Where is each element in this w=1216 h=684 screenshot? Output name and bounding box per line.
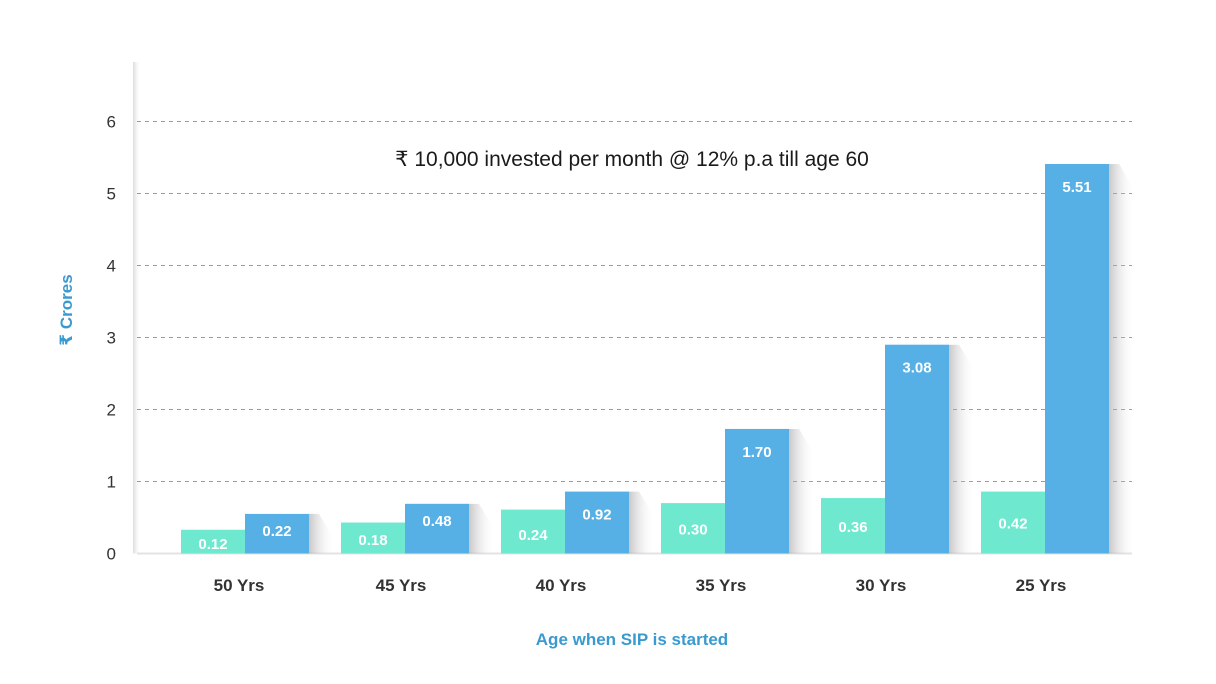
data-label: 0.92: [582, 507, 611, 524]
x-axis-ticks: 50 Yrs 45 Yrs 40 Yrs 35 Yrs 30 Yrs 25 Yrs: [214, 576, 1067, 595]
y-axis-line: [133, 62, 141, 554]
data-label: 0.22: [262, 523, 291, 540]
bar-shadow: [309, 513, 335, 554]
chart-title: ₹ 10,000 invested per month @ 12% p.a ti…: [395, 148, 869, 171]
data-label: 0.30: [678, 521, 707, 538]
bar-shadow: [789, 428, 815, 554]
bar-amount-invested: [981, 491, 1045, 554]
data-label: 5.51: [1062, 179, 1091, 196]
data-label: 0.36: [838, 519, 867, 536]
bar-shadow: [949, 344, 975, 554]
bar-shadow: [1109, 163, 1135, 554]
grid-lines: [133, 62, 1132, 555]
y-tick-label: 3: [107, 329, 116, 348]
bar-shadow: [629, 491, 655, 554]
x-tick-label: 40 Yrs: [536, 576, 587, 595]
y-tick-label: 5: [107, 185, 116, 204]
y-axis-ticks: 0 1 2 3 4 5 6: [107, 113, 116, 564]
x-tick-label: 50 Yrs: [214, 576, 265, 595]
bar-amount-invested: [821, 498, 885, 554]
data-label: 0.12: [198, 536, 227, 553]
data-labels: 0.12 0.22 0.18 0.48 0.24 0.92 0.30 1.70 0.36 3.08…: [198, 179, 1091, 553]
data-label: 1.70: [742, 444, 771, 461]
bar-amount-invested: [341, 522, 405, 554]
y-axis-label: ₹ Crores: [57, 274, 76, 345]
bar-corpus: [885, 344, 949, 554]
bar-corpus: [1045, 163, 1109, 554]
x-tick-label: 30 Yrs: [856, 576, 907, 595]
bar-amount-invested: [181, 529, 245, 554]
bar-corpus: [245, 513, 309, 554]
bars: [181, 163, 1109, 554]
data-label: 0.48: [422, 513, 451, 530]
x-axis-label: Age when SIP is started: [536, 630, 728, 649]
y-tick-label: 1: [107, 473, 116, 492]
y-tick-label: 4: [107, 257, 116, 276]
bar-amount-invested: [661, 503, 725, 554]
bar-corpus: [725, 428, 789, 554]
data-label: 0.42: [998, 516, 1027, 533]
data-label: 0.24: [518, 527, 548, 544]
bar-shadow: [469, 503, 495, 554]
bar-amount-invested: [501, 509, 565, 554]
data-label: 0.18: [358, 532, 387, 549]
x-tick-label: 45 Yrs: [376, 576, 427, 595]
y-tick-label: 0: [107, 545, 116, 564]
data-label: 3.08: [902, 360, 931, 377]
y-tick-label: 2: [107, 401, 116, 420]
bar-corpus: [405, 503, 469, 554]
bar-corpus: [565, 491, 629, 554]
y-tick-label: 6: [107, 113, 116, 132]
x-tick-label: 25 Yrs: [1016, 576, 1067, 595]
x-tick-label: 35 Yrs: [696, 576, 747, 595]
